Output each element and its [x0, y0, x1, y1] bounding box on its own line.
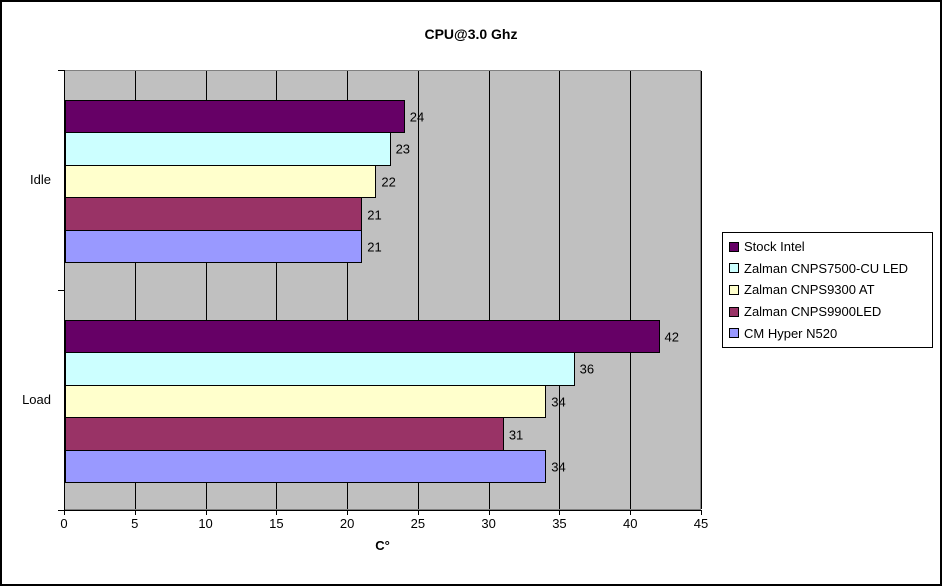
x-tick-label: 15	[269, 516, 284, 531]
x-tick-label: 40	[622, 516, 638, 531]
category-label-idle: Idle	[30, 172, 51, 187]
bar-value-label: 31	[508, 427, 524, 443]
legend-item-label: CM Hyper N520	[744, 325, 838, 341]
legend-swatch	[729, 284, 739, 295]
gridline	[417, 71, 419, 509]
x-axis-tick	[701, 510, 702, 515]
gridline	[488, 71, 490, 509]
gridline	[701, 71, 702, 509]
x-tick-label: 5	[131, 516, 139, 531]
bar-value-label: 23	[395, 141, 411, 157]
x-axis-tick	[417, 510, 419, 515]
x-axis-line	[64, 510, 702, 511]
legend-item: CM Hyper N520	[729, 326, 930, 341]
bar-value-label: 36	[579, 361, 595, 377]
gridline	[559, 71, 561, 509]
x-axis-tick	[347, 510, 349, 515]
x-axis-tick	[134, 510, 136, 515]
bar-value-label: 21	[367, 207, 382, 223]
bar-value-label: 21	[367, 239, 382, 255]
x-tick-label: 20	[339, 516, 355, 531]
x-axis-tick	[630, 510, 632, 515]
legend-item-label: Zalman CNPS9900LED	[744, 304, 882, 320]
legend-item-label: Zalman CNPS7500-CU LED	[744, 260, 909, 276]
bar-value-label: 22	[381, 174, 396, 190]
legend-item-label: Zalman CNPS9300 AT	[744, 282, 875, 298]
x-tick-label: 35	[552, 516, 567, 531]
x-axis-tick	[205, 510, 207, 515]
bar-load-3	[65, 417, 504, 451]
x-axis-title: C°	[375, 538, 390, 553]
bar-value-label: 34	[551, 394, 566, 410]
bar-load-2	[65, 384, 547, 419]
bar-value-label: 34	[551, 459, 566, 475]
x-tick-label: 30	[481, 516, 496, 531]
legend-item: Zalman CNPS9900LED	[729, 304, 930, 319]
legend-item: Zalman CNPS9300 AT	[729, 282, 930, 297]
x-axis-tick	[488, 510, 490, 515]
legend-swatch	[729, 306, 739, 317]
chart-title: CPU@3.0 Ghz	[424, 26, 518, 42]
gridline	[347, 71, 349, 509]
x-tick-label: 45	[693, 516, 709, 531]
plot-area: 24 23 22 21 21 42 36 34 31 34	[64, 70, 702, 510]
bar-load-4	[65, 449, 547, 484]
x-axis-tick	[64, 510, 65, 515]
legend-item-label: Stock Intel	[744, 239, 805, 255]
y-axis-tick	[58, 290, 64, 291]
x-tick-label: 10	[198, 516, 213, 531]
legend-item: Stock Intel	[729, 239, 930, 254]
gridline	[205, 71, 207, 509]
legend-swatch	[729, 328, 739, 339]
legend: Stock Intel Zalman CNPS7500-CU LED Zalman …	[722, 232, 933, 348]
x-axis-tick	[559, 510, 561, 515]
legend-swatch	[729, 241, 739, 252]
legend-swatch	[729, 263, 739, 274]
bar-idle-4	[65, 229, 363, 264]
y-axis-tick	[58, 510, 64, 511]
legend-item: Zalman CNPS7500-CU LED	[729, 261, 930, 276]
gridline	[276, 71, 278, 509]
gridline	[134, 71, 136, 509]
gridline	[630, 71, 632, 509]
bar-idle-3	[65, 197, 363, 231]
category-label-load: Load	[22, 392, 51, 407]
x-tick-label: 25	[410, 516, 426, 531]
bar-load-0	[65, 319, 660, 354]
x-axis-tick	[276, 510, 278, 515]
bar-value-label: 24	[409, 109, 425, 125]
bar-load-1	[65, 352, 575, 386]
bar-idle-2	[65, 164, 377, 199]
bar-idle-1	[65, 132, 391, 166]
y-axis-tick	[58, 70, 64, 71]
bar-value-label: 42	[664, 329, 679, 345]
y-axis-line	[64, 70, 65, 511]
bar-idle-0	[65, 99, 405, 134]
x-tick-label: 0	[60, 516, 68, 531]
